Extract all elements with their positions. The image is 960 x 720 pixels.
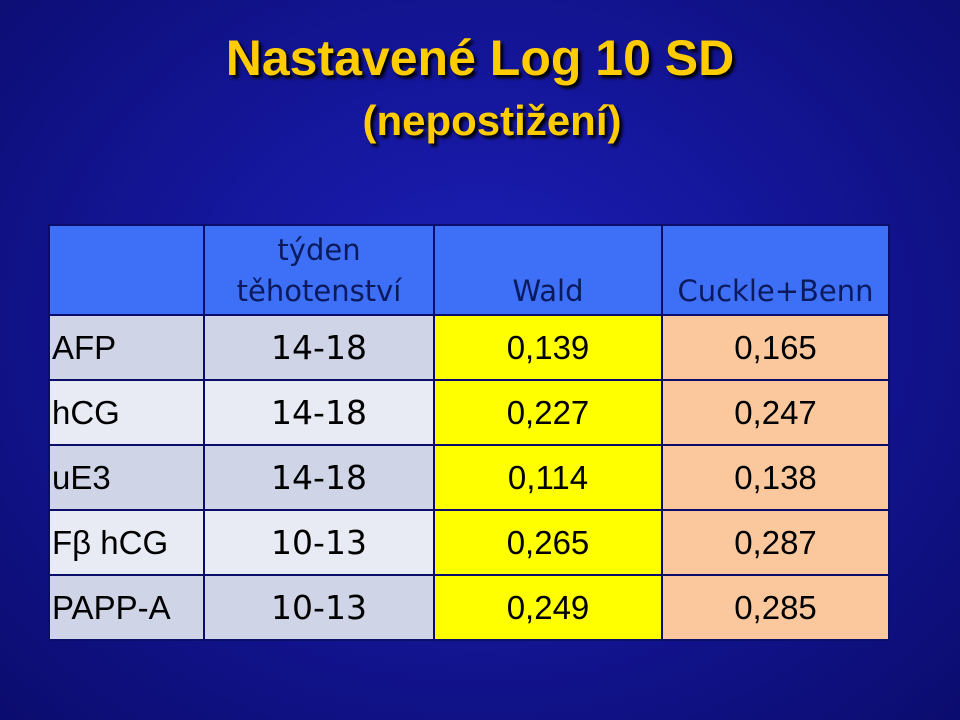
slide-subtitle: (nepostižení)	[362, 97, 622, 144]
wald-cell: 0,265	[433, 509, 663, 576]
header-week-cell: týden těhotenství	[203, 224, 435, 316]
marker-cell: uE3	[48, 444, 205, 511]
cuckle-benn-cell: 0,165	[661, 314, 890, 381]
header-wald-cell: Wald	[433, 224, 663, 316]
slide-title: Nastavené Log 10 SD	[225, 30, 735, 86]
header-week-line1: týden	[277, 233, 361, 267]
wald-cell: 0,139	[433, 314, 663, 381]
table-row: uE3 14-18 0,114 0,138	[48, 444, 890, 511]
table-row: hCG 14-18 0,227 0,247	[48, 379, 890, 446]
table-row: AFP 14-18 0,139 0,165	[48, 314, 890, 381]
header-marker-cell	[48, 224, 205, 316]
sd-table: týden těhotenství Wald Cuckle+Benn AFP 1…	[48, 224, 890, 641]
marker-cell: Fβ hCG	[48, 509, 205, 576]
marker-cell: hCG	[48, 379, 205, 446]
wald-cell: 0,114	[433, 444, 663, 511]
wald-cell: 0,227	[433, 379, 663, 446]
week-cell: 10-13	[203, 574, 435, 641]
cuckle-benn-cell: 0,247	[661, 379, 890, 446]
cuckle-benn-cell: 0,287	[661, 509, 890, 576]
header-week-line2: těhotenství	[236, 274, 402, 308]
wald-cell: 0,249	[433, 574, 663, 641]
week-cell: 14-18	[203, 379, 435, 446]
week-cell: 14-18	[203, 314, 435, 381]
week-cell: 10-13	[203, 509, 435, 576]
table-row: Fβ hCG 10-13 0,265 0,287	[48, 509, 890, 576]
header-cuckle-benn-cell: Cuckle+Benn	[661, 224, 890, 316]
cuckle-benn-cell: 0,285	[661, 574, 890, 641]
table-row: PAPP-A 10-13 0,249 0,285	[48, 574, 890, 641]
table-header-row: týden těhotenství Wald Cuckle+Benn	[48, 224, 890, 316]
marker-cell: PAPP-A	[48, 574, 205, 641]
week-cell: 14-18	[203, 444, 435, 511]
cuckle-benn-cell: 0,138	[661, 444, 890, 511]
marker-cell: AFP	[48, 314, 205, 381]
